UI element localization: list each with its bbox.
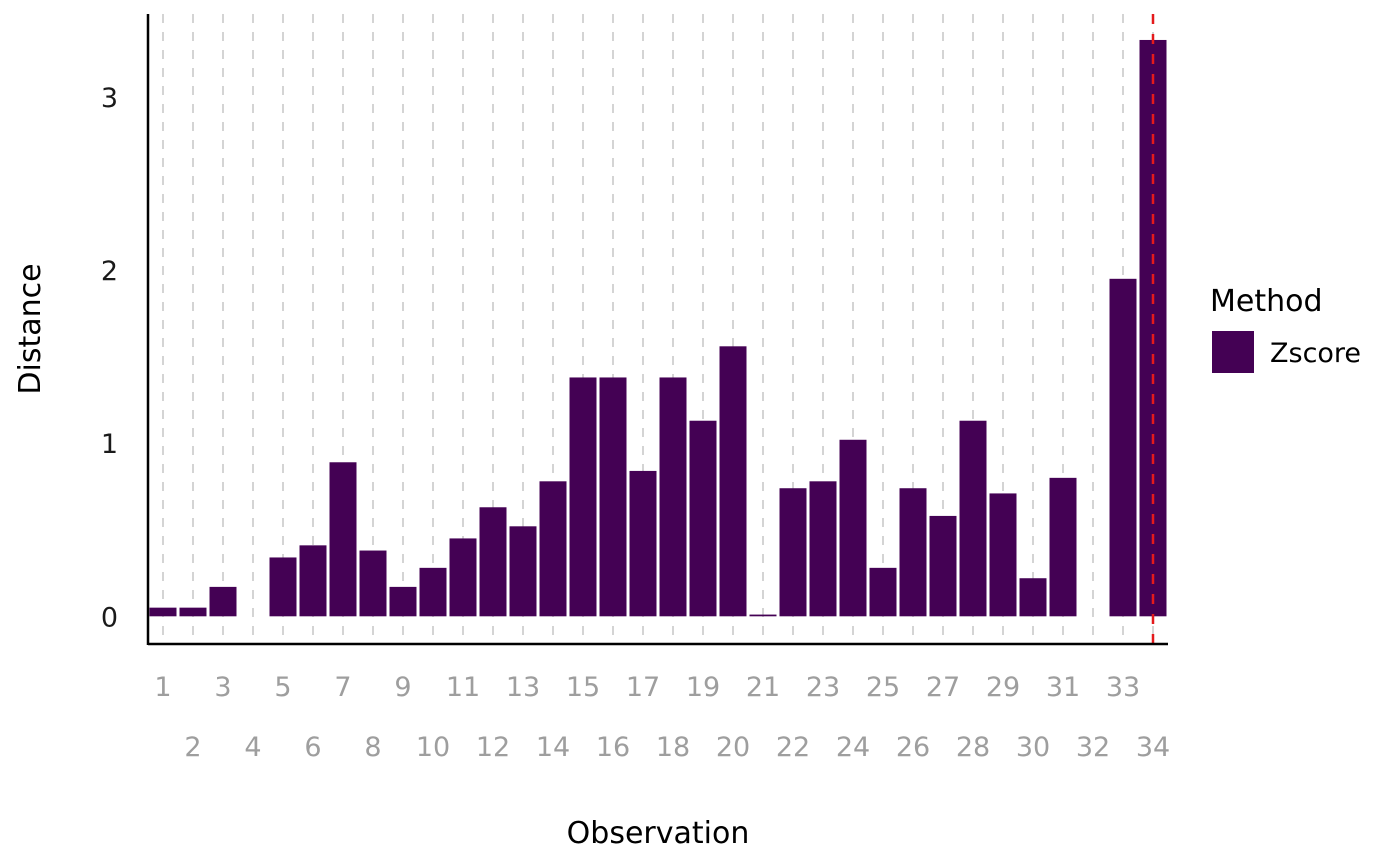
y-tick-labels: 0 1 2 3 (101, 83, 118, 633)
bar-17 (629, 470, 657, 617)
x-tick-26: 26 (896, 732, 930, 763)
bar-33 (1109, 278, 1137, 617)
y-tick-2: 2 (101, 256, 118, 287)
legend-label-zscore: Zscore (1270, 338, 1361, 369)
bar-21 (749, 614, 777, 617)
bar-31 (1049, 477, 1077, 617)
x-tick-29: 29 (986, 672, 1020, 703)
x-tick-23: 23 (806, 672, 840, 703)
bars (149, 39, 1167, 617)
bar-6 (299, 545, 327, 617)
x-tick-5: 5 (274, 672, 291, 703)
x-tick-21: 21 (746, 672, 780, 703)
legend-swatch-zscore (1212, 331, 1254, 373)
x-tick-18: 18 (656, 732, 690, 763)
x-tick-14: 14 (536, 732, 570, 763)
x-tick-33: 33 (1106, 672, 1140, 703)
bar-30 (1019, 578, 1047, 617)
x-tick-1: 1 (154, 672, 171, 703)
x-tick-8: 8 (364, 732, 381, 763)
legend-title: Method (1210, 284, 1323, 319)
bar-1 (149, 607, 177, 617)
y-tick-0: 0 (101, 602, 118, 633)
x-tick-31: 31 (1046, 672, 1080, 703)
x-tick-30: 30 (1016, 732, 1050, 763)
bar-12 (479, 507, 507, 617)
bar-9 (389, 586, 417, 617)
x-tick-10: 10 (416, 732, 450, 763)
bar-34 (1139, 39, 1167, 617)
bar-13 (509, 526, 537, 617)
bar-24 (839, 439, 867, 617)
bar-29 (989, 493, 1017, 617)
x-tick-32: 32 (1076, 732, 1110, 763)
x-tick-6: 6 (304, 732, 321, 763)
x-tick-27: 27 (926, 672, 960, 703)
bar-10 (419, 567, 447, 617)
bar-16 (599, 377, 627, 617)
bar-19 (689, 420, 717, 617)
x-tick-15: 15 (566, 672, 600, 703)
bar-2 (179, 607, 207, 617)
x-tick-9: 9 (394, 672, 411, 703)
x-tick-labels: 1234567891011121314151617181920212223242… (154, 672, 1170, 763)
bar-8 (359, 550, 387, 617)
y-axis-title: Distance (13, 263, 48, 394)
bar-28 (959, 420, 987, 617)
x-tick-2: 2 (184, 732, 201, 763)
y-tick-1: 1 (101, 429, 118, 460)
x-tick-24: 24 (836, 732, 870, 763)
legend: Method Zscore (1210, 284, 1361, 373)
x-tick-28: 28 (956, 732, 990, 763)
bar-5 (269, 557, 297, 617)
x-tick-13: 13 (506, 672, 540, 703)
x-tick-22: 22 (776, 732, 810, 763)
x-tick-20: 20 (716, 732, 750, 763)
x-tick-12: 12 (476, 732, 510, 763)
x-tick-25: 25 (866, 672, 900, 703)
bar-15 (569, 377, 597, 617)
x-tick-19: 19 (686, 672, 720, 703)
bar-23 (809, 481, 837, 617)
x-tick-11: 11 (446, 672, 480, 703)
bar-27 (929, 515, 957, 617)
bar-18 (659, 377, 687, 617)
x-tick-16: 16 (596, 732, 630, 763)
bar-7 (329, 462, 357, 617)
x-tick-34: 34 (1136, 732, 1170, 763)
x-tick-4: 4 (244, 732, 261, 763)
bar-3 (209, 586, 237, 617)
x-axis-title: Observation (567, 816, 750, 851)
bar-25 (869, 567, 897, 617)
bar-14 (539, 481, 567, 617)
bar-11 (449, 538, 477, 617)
y-tick-3: 3 (101, 83, 118, 114)
x-tick-7: 7 (334, 672, 351, 703)
bar-20 (719, 346, 747, 617)
bar-22 (779, 488, 807, 617)
x-tick-17: 17 (626, 672, 660, 703)
bar-26 (899, 488, 927, 617)
x-tick-3: 3 (214, 672, 231, 703)
